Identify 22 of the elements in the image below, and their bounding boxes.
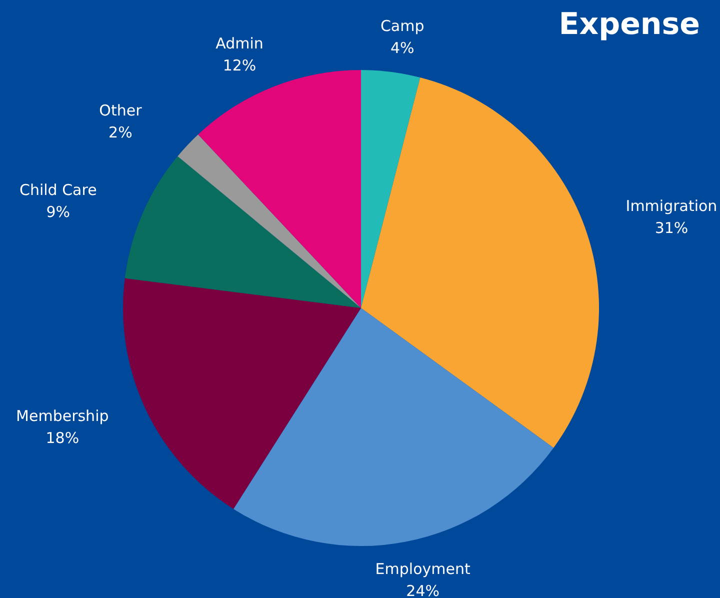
pie-slice [123,278,361,509]
pie-slice [361,77,599,448]
pie-slice [198,70,361,308]
pie-slice [361,70,420,308]
pie-slice [124,156,361,308]
data-label: 9% [46,202,70,221]
data-label: 2% [108,124,132,142]
slice-label: Immigration [626,196,718,215]
data-label: 31% [654,218,688,237]
data-label: 18% [46,429,80,448]
slice-label: Camp [380,17,424,36]
slice-label: Admin [216,34,264,52]
data-label: 12% [222,56,256,74]
chart-title: Expense [558,7,700,42]
slice-label: Employment [375,560,470,578]
slice-label: Membership [16,407,109,426]
data-label: 4% [390,39,414,58]
slice-label: Other [99,102,143,120]
pie-slice [233,308,554,546]
data-label: 24% [406,582,440,598]
slice-label: Child Care [19,180,97,199]
pie-slice [178,134,361,308]
